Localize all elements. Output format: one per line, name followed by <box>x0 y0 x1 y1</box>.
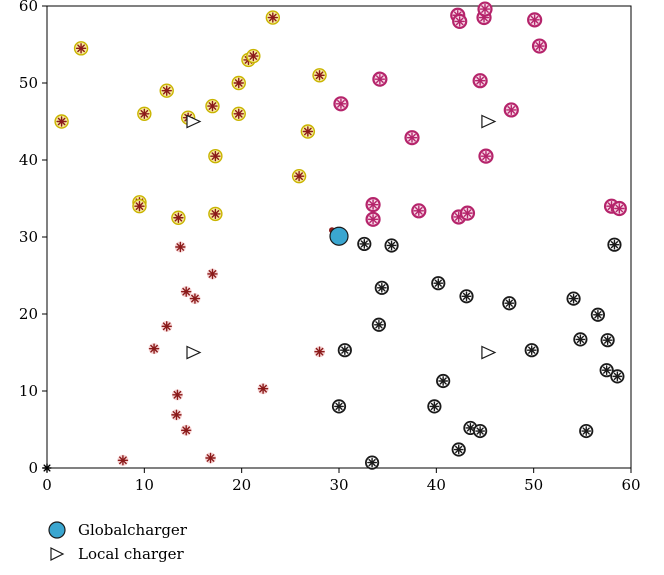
sensor-node-top-right <box>452 13 468 29</box>
sensor-node-bottom-right <box>364 455 380 470</box>
legend: Globalcharger Local charger <box>46 518 187 566</box>
sensor-node-bottom-right <box>524 343 539 358</box>
sensor-node-bottom-right <box>371 317 387 332</box>
sensor-node-bottom-left <box>148 343 160 355</box>
local-charger-marker <box>186 345 202 360</box>
sensor-node-top-left <box>205 98 220 114</box>
sensor-node-bottom-left <box>174 241 186 253</box>
local-charger-marker <box>186 114 202 129</box>
sensor-node-bottom-right <box>610 369 625 384</box>
sensor-node-bottom-left <box>180 286 192 298</box>
sensor-node-top-left <box>231 75 246 91</box>
local-charger-marker <box>481 345 497 360</box>
legend-item-global-charger: Globalcharger <box>46 518 187 542</box>
sensor-node-top-left <box>312 68 327 83</box>
sensor-node-top-right <box>333 96 349 112</box>
sensor-node-bottom-right <box>451 442 466 457</box>
sensor-node-top-right <box>404 130 420 146</box>
sensor-node-bottom-right <box>566 291 581 306</box>
sensor-node-top-right <box>372 71 388 87</box>
sensor-node-bottom-right <box>436 373 451 389</box>
legend-label-local-charger: Local charger <box>78 545 184 563</box>
sensor-node-bottom-left <box>314 346 326 358</box>
sensor-node-top-left <box>231 106 246 122</box>
sensor-node-top-left <box>159 83 174 98</box>
legend-label-global-charger: Globalcharger <box>78 521 187 539</box>
local-charger-legend-icon <box>50 547 65 561</box>
y-tick-label: 0 <box>28 459 38 477</box>
x-tick-label: 30 <box>329 476 348 494</box>
sensor-node-top-left <box>171 210 186 225</box>
sensor-node-bottom-right <box>331 399 347 414</box>
x-tick-label: 0 <box>42 476 52 494</box>
sensor-node-top-right <box>411 203 427 219</box>
sensor-node-top-right <box>611 200 627 217</box>
sensor-node-bottom-right <box>600 333 615 348</box>
local-charger-marker <box>481 114 497 129</box>
sensor-node-bottom-right <box>384 238 399 253</box>
sensor-node-bottom-left <box>189 293 201 305</box>
sensor-node-top-left <box>132 198 147 214</box>
sensor-node-base-station <box>42 463 52 473</box>
sensor-node-top-left <box>265 10 281 25</box>
sensor-node-bottom-right <box>599 363 614 378</box>
x-tick-label: 10 <box>135 476 154 494</box>
sensor-node-bottom-right <box>573 332 588 347</box>
sensor-node-top-right <box>503 102 519 118</box>
sensor-node-top-left <box>73 41 89 56</box>
sensor-node-bottom-left <box>171 389 183 401</box>
sensor-node-bottom-left <box>180 424 192 436</box>
y-tick-label: 10 <box>19 382 38 400</box>
x-tick-label: 20 <box>232 476 251 494</box>
sensor-node-top-left <box>300 124 316 139</box>
sensor-node-bottom-right <box>607 237 622 252</box>
sensor-node-top-left <box>208 148 223 164</box>
y-tick-label: 50 <box>19 74 38 92</box>
y-tick-label: 60 <box>19 0 38 15</box>
sensor-node-top-right <box>477 1 493 17</box>
sensor-node-top-right <box>459 205 476 221</box>
y-tick-label: 40 <box>19 151 38 169</box>
sensor-node-bottom-right <box>374 280 389 295</box>
y-tick-label: 20 <box>19 305 38 323</box>
sensor-node-top-right <box>365 211 381 227</box>
global-charger-marker <box>329 226 349 246</box>
sensor-node-top-right <box>527 12 543 28</box>
sensor-node-bottom-right <box>431 276 446 291</box>
sensor-node-bottom-right <box>590 307 606 322</box>
sensor-node-bottom-left <box>257 383 269 395</box>
x-tick-label: 40 <box>427 476 446 494</box>
sensor-node-bottom-left <box>205 452 217 464</box>
global-charger-legend-icon <box>48 521 66 539</box>
sensor-node-top-left <box>208 206 223 222</box>
sensor-node-bottom-left <box>117 454 129 466</box>
sensor-node-bottom-left <box>170 409 182 421</box>
sensor-node-bottom-right <box>579 423 594 439</box>
sensor-node-bottom-right <box>337 343 352 358</box>
sensor-node-bottom-right <box>473 423 488 439</box>
sensor-node-top-left <box>246 48 261 64</box>
sensor-node-top-right <box>478 148 494 164</box>
sensor-node-bottom-right <box>502 296 517 311</box>
sensor-node-top-right <box>365 197 381 213</box>
legend-item-local-charger: Local charger <box>46 542 187 566</box>
sensor-node-top-right <box>531 38 548 54</box>
sensor-node-top-left <box>137 106 152 122</box>
sensor-node-top-left <box>291 168 307 184</box>
x-tick-label: 60 <box>621 476 640 494</box>
sensor-node-bottom-right <box>459 289 474 304</box>
sensor-node-top-left <box>54 114 69 129</box>
sensor-node-bottom-left <box>161 320 173 332</box>
sensor-node-bottom-right <box>357 236 372 252</box>
sensor-node-bottom-right <box>427 399 442 414</box>
x-tick-label: 50 <box>524 476 543 494</box>
sensor-node-top-right <box>472 73 488 89</box>
y-tick-label: 30 <box>19 228 38 246</box>
sensor-node-bottom-left <box>206 268 218 280</box>
